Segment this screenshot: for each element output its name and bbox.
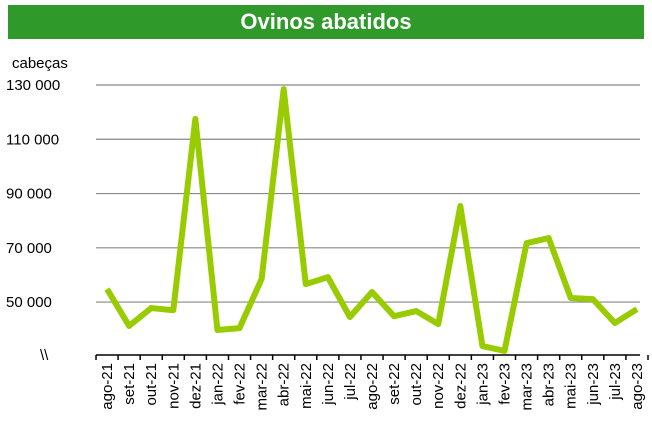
- y-tick-label: 130 000: [6, 77, 60, 94]
- x-tick-label: jan-22: [209, 363, 226, 406]
- x-tick-label: nov-22: [430, 363, 447, 409]
- title-banner: [8, 5, 644, 39]
- x-tick-label: abr-23: [541, 363, 558, 406]
- x-tick-label: jun-23: [585, 363, 602, 406]
- x-tick-label: mai-22: [298, 363, 315, 409]
- x-tick-label: set-21: [121, 363, 138, 405]
- x-tick-label: set-22: [386, 363, 403, 405]
- x-tick-label: dez-21: [187, 363, 204, 409]
- x-tick-label: jul-23: [607, 363, 624, 401]
- x-tick-label: fev-22: [232, 363, 249, 405]
- x-tick-label: out-21: [143, 363, 160, 406]
- chart-title: Ovinos abatidos: [240, 9, 411, 34]
- x-tick-label: ago-21: [99, 363, 116, 410]
- x-tick-label: abr-22: [276, 363, 293, 406]
- x-tick-label: dez-22: [452, 363, 469, 409]
- y-tick-label: 50 000: [6, 294, 52, 311]
- data-line: [104, 86, 639, 354]
- x-tick-label: mar-23: [519, 363, 536, 411]
- x-tick-label: out-22: [408, 363, 425, 406]
- x-tick-label: ago-22: [364, 363, 381, 410]
- y-tick-label: 110 000: [6, 131, 59, 148]
- x-tick-label: ago-23: [629, 363, 646, 410]
- axis-break: \\: [40, 347, 49, 364]
- x-tick-label: jan-23: [474, 363, 491, 406]
- x-tick-label: jul-22: [342, 363, 359, 401]
- y-axis-label: cabeças: [12, 55, 68, 72]
- x-tick-label: mai-23: [563, 363, 580, 409]
- x-tick-label: nov-21: [165, 363, 182, 409]
- x-tick-label: fev-23: [496, 363, 513, 405]
- y-tick-label: 70 000: [6, 240, 52, 257]
- y-tick-label: 90 000: [6, 186, 52, 203]
- x-tick-label: jun-22: [320, 363, 337, 406]
- x-tick-label: mar-22: [254, 363, 271, 411]
